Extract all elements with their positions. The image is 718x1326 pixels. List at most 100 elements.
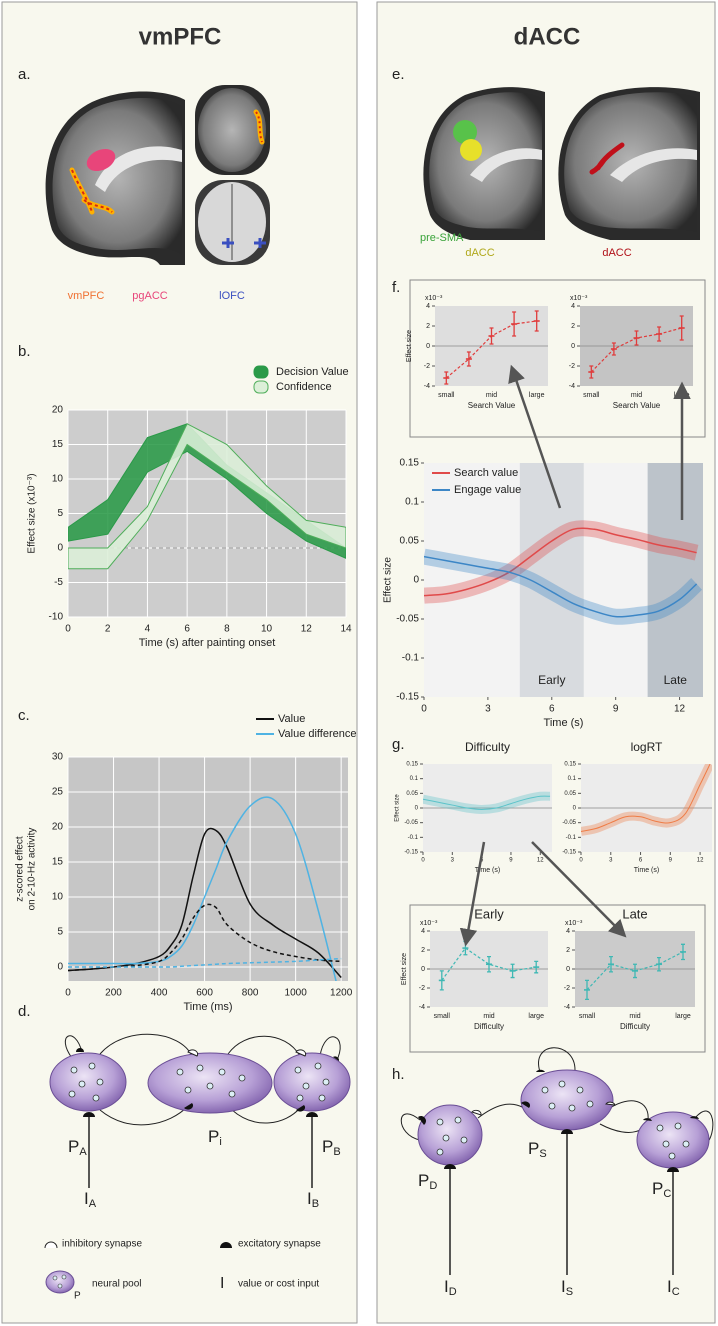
- y-tick-label: -0.05: [562, 820, 576, 826]
- plot-background: [424, 463, 703, 697]
- y-tick-label: 2: [566, 947, 570, 954]
- chart: Early Late -0.15 -0.1 -0.05 0 0.05 0.1 0.15 0 3 6 9 1…: [383, 458, 703, 729]
- series-group: [443, 310, 540, 385]
- y-tick-label: -0.15: [562, 850, 576, 856]
- column-title: dACC: [514, 23, 581, 50]
- chart-title: logRT: [631, 740, 663, 754]
- y-tick-label: 15: [52, 857, 64, 868]
- y-tick-label: 0.05: [406, 791, 418, 797]
- x-axis-label: Search Value: [468, 401, 516, 410]
- x-axis-label: Search Value: [613, 401, 661, 410]
- input-label: IA: [84, 1189, 97, 1209]
- chart-title: Late: [622, 906, 647, 921]
- legend-label: Value: [278, 713, 305, 725]
- x-tick-label: mid: [483, 1013, 494, 1020]
- x-tick-label: 3: [609, 858, 613, 864]
- x-tick-label: 10: [261, 624, 273, 635]
- y-tick-label: 0: [566, 966, 570, 973]
- y-tick-label: 0.1: [568, 776, 577, 782]
- region-label: dACC: [602, 247, 631, 259]
- x-tick-label: 0: [421, 704, 427, 715]
- input-label: ID: [444, 1277, 457, 1297]
- x-tick-label: 800: [242, 988, 259, 999]
- chart: -10 -5 0 5 10 15 20 0 2 4 6 8 10 12 14 Decision Value Co…: [27, 365, 352, 649]
- y-tick-label: -0.1: [402, 653, 420, 664]
- x-tick-label: small: [579, 1013, 596, 1020]
- y-tick-label: 25: [52, 787, 64, 798]
- y-tick-label: 20: [52, 405, 64, 416]
- y-tick-label: -2: [424, 363, 430, 370]
- legend-label: excitatory synapse: [238, 1239, 321, 1250]
- x-tick-label: 9: [613, 704, 619, 715]
- region-label: Early: [538, 673, 565, 687]
- x-tick-label: 12: [674, 704, 686, 715]
- x-tick-label: large: [529, 392, 545, 399]
- legend-label: Value difference: [278, 728, 356, 740]
- y-tick-label: 20: [52, 822, 64, 833]
- pool-label: PB: [322, 1137, 341, 1157]
- pool-label: PC: [652, 1179, 671, 1199]
- axis-exponent: x10⁻³: [565, 920, 583, 927]
- y-tick-label: -10: [49, 612, 64, 623]
- chart: -4 -2 0 2 4 small mid large Search Value x10⁻³ Eff…: [406, 295, 548, 410]
- pool-label: Pi: [208, 1127, 222, 1147]
- y-tick-label: 10: [52, 474, 64, 485]
- y-tick-label: -0.15: [404, 850, 418, 856]
- x-axis-label: Time (s): [475, 867, 500, 874]
- region-label: vmPFC: [68, 290, 105, 302]
- series-group: [424, 520, 703, 625]
- x-tick-label: 4: [145, 624, 151, 635]
- shaded-region: [647, 463, 703, 697]
- y-tick-label: 0.1: [405, 497, 419, 508]
- series-group: [68, 423, 346, 570]
- y-tick-label: -0.05: [396, 614, 419, 625]
- x-tick-label: 9: [509, 858, 513, 864]
- y-tick-label: 0.15: [400, 458, 420, 469]
- y-tick-label: 0: [415, 806, 419, 812]
- x-tick-label: small: [438, 392, 455, 399]
- y-tick-label: 0: [426, 343, 430, 350]
- chart: -4 -2 0 2 4 small mid large Late Difficulty x10⁻³: [564, 906, 695, 1031]
- x-axis-label: Difficulty: [620, 1022, 650, 1031]
- diagram-d-pools: [49, 1048, 351, 1188]
- legend-label: Decision Value: [276, 366, 349, 378]
- legend-label: value or cost input: [238, 1279, 319, 1290]
- panel-letter: h.: [392, 1066, 405, 1083]
- chart: -0.15 -0.1 -0.05 0 0.05 0.1 0.15 0 3 6 9 12 logRT Tim…: [562, 740, 712, 874]
- chart: 0 5 10 15 20 25 30 0 200 400 600 800 1000 1200 Value Va…: [15, 713, 357, 1013]
- y-tick-label: 2: [421, 947, 425, 954]
- x-tick-label: large: [528, 1013, 544, 1020]
- panel-letter: d.: [18, 1003, 31, 1020]
- range-band: [68, 423, 346, 570]
- x-tick-label: 12: [301, 624, 313, 635]
- y-tick-label: -4: [569, 383, 575, 390]
- x-tick-label: 8: [224, 624, 230, 635]
- y-tick-label: 0: [57, 543, 63, 554]
- y-tick-label: -4: [424, 383, 430, 390]
- line: [68, 957, 342, 968]
- y-tick-label: 0.15: [564, 762, 576, 768]
- line: [68, 827, 342, 979]
- x-tick-label: mid: [486, 392, 497, 399]
- y-tick-label: 2: [571, 323, 575, 330]
- region-label: dACC: [465, 247, 494, 259]
- axis-exponent: x10⁻³: [570, 295, 588, 302]
- y-axis-label: Effect size: [383, 557, 394, 603]
- x-axis-label: Difficulty: [474, 1022, 504, 1031]
- pool-label: PS: [528, 1139, 547, 1159]
- y-tick-label: 4: [421, 928, 425, 935]
- y-axis-label: on 2-10-Hz activity: [27, 828, 38, 911]
- x-tick-label: 6: [639, 858, 643, 864]
- x-axis-label: Time (s): [544, 717, 584, 729]
- range-band: [68, 423, 346, 559]
- y-tick-label: 0: [571, 343, 575, 350]
- x-tick-label: 600: [196, 988, 213, 999]
- y-tick-label: -5: [54, 577, 63, 588]
- y-tick-label: 5: [57, 927, 63, 938]
- series-group: [68, 796, 342, 981]
- brain-images-a: [45, 85, 270, 266]
- y-tick-label: 2: [426, 323, 430, 330]
- chart: -4 -2 0 2 4 small mid large Early Difficulty x10⁻³…: [401, 906, 548, 1031]
